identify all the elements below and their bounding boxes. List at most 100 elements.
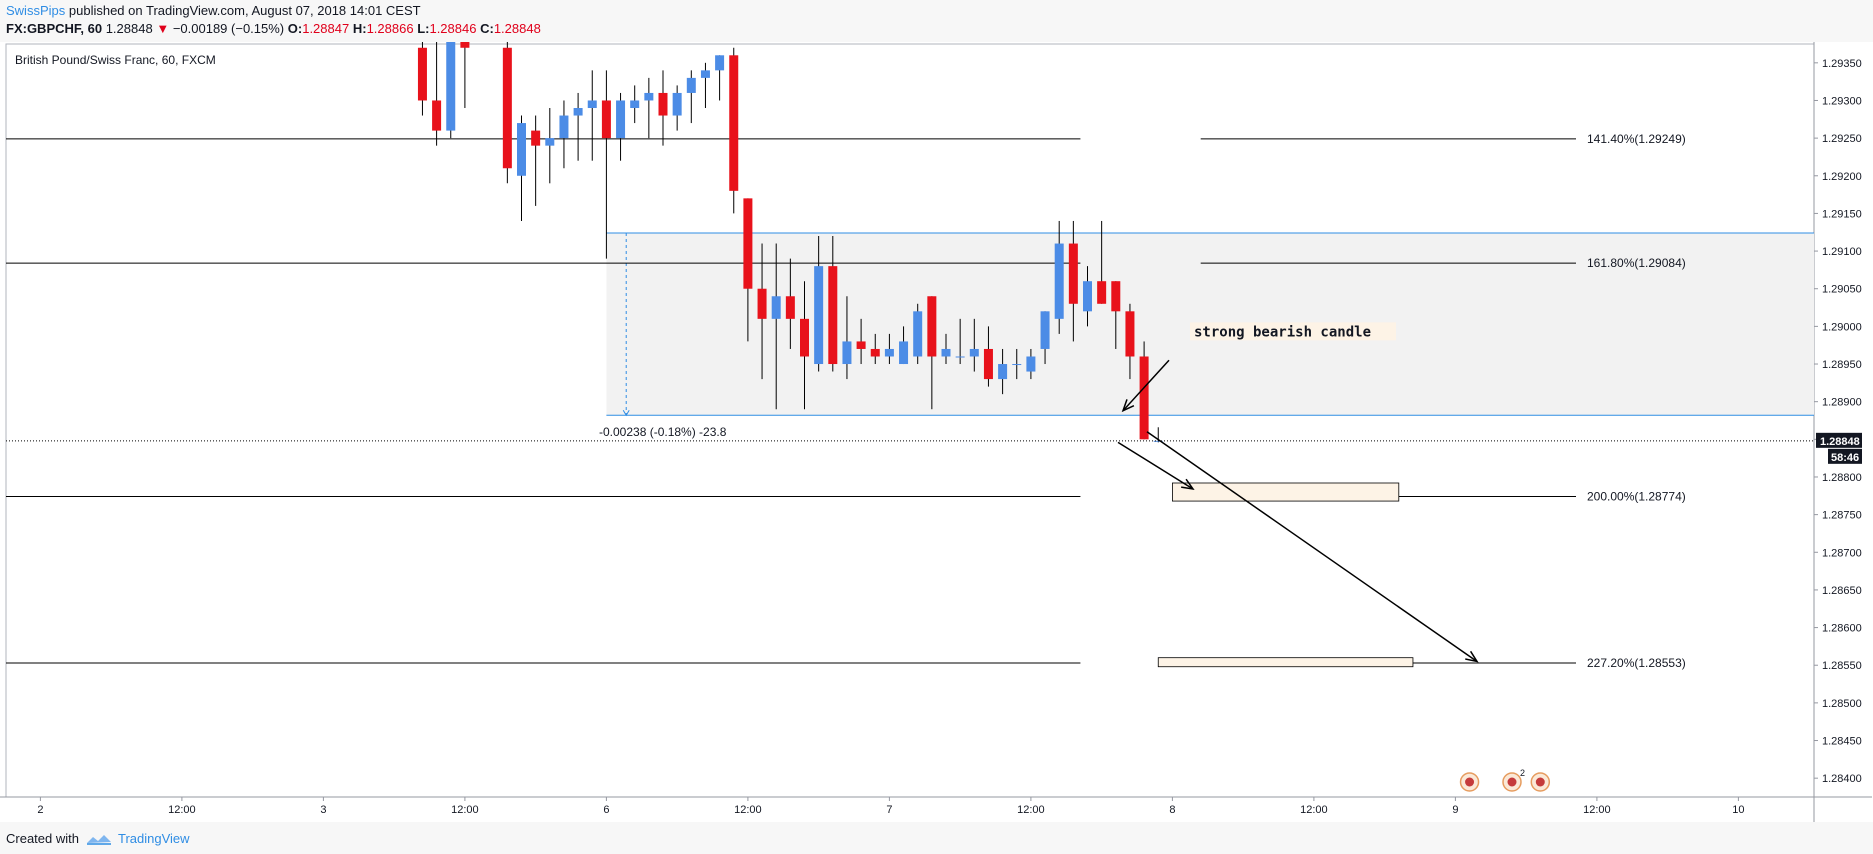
x-tick-label: 12:00	[451, 804, 479, 816]
candle-body	[545, 138, 555, 146]
open-value: 1.28847	[302, 21, 350, 36]
annotation-text: strong bearish candle	[1194, 324, 1371, 340]
x-tick-label: 2	[37, 804, 43, 816]
chart-canvas[interactable]: British Pound/Swiss Franc, 60, FXCM 141.4…	[0, 42, 1873, 822]
x-tick-label: 6	[603, 804, 609, 816]
y-tick-label: 1.29350	[1822, 58, 1862, 70]
y-tick-label: 1.29300	[1822, 95, 1862, 107]
flag-icon	[1465, 777, 1475, 787]
open-label: O:	[287, 21, 303, 36]
fib-level-label: 141.40%(1.29249)	[1587, 132, 1686, 146]
annotation-highlight	[1190, 322, 1396, 341]
annotation-arrow	[1122, 359, 1170, 412]
candle-body	[616, 100, 626, 139]
x-tick-label: 3	[320, 804, 326, 816]
candle-body	[913, 311, 923, 357]
last-price: 1.28848	[105, 21, 153, 36]
candle-body	[559, 115, 569, 139]
down-triangle-icon: ▼	[156, 21, 170, 36]
high-value: 1.28866	[366, 21, 414, 36]
y-tick-label: 1.28650	[1822, 585, 1862, 597]
target-box	[1172, 482, 1400, 502]
annotation-arrow-head	[1121, 399, 1135, 413]
candle-body	[1054, 243, 1064, 319]
candle-body	[1125, 311, 1135, 357]
candle-body	[1068, 243, 1078, 304]
candle-body	[417, 47, 427, 101]
y-tick-label: 1.29200	[1822, 171, 1862, 183]
candle-body	[955, 356, 965, 358]
tradingview-logo-icon[interactable]	[86, 833, 112, 845]
change-value: −0.00189 (−0.15%)	[172, 21, 285, 36]
y-tick-label: 1.29250	[1822, 133, 1862, 145]
low-value: 1.28846	[429, 21, 477, 36]
candle-body	[969, 348, 979, 357]
flag-icon	[1507, 777, 1517, 787]
y-tick-label: 1.28750	[1822, 510, 1862, 522]
target-arrow-1-head	[1181, 478, 1195, 491]
tradingview-link[interactable]: TradingView	[118, 831, 190, 846]
chart-header: SwissPips published on TradingView.com, …	[0, 0, 1873, 42]
range-arrow-icon	[622, 409, 630, 417]
candle-body	[1083, 281, 1092, 312]
target-arrow-1	[1117, 441, 1194, 490]
fib-level-label: 200.00%(1.28774)	[1587, 490, 1686, 504]
symbol-label[interactable]: FX:GBPCHF, 60	[6, 21, 103, 36]
y-tick-label: 1.29050	[1822, 284, 1862, 296]
candle-body	[1012, 364, 1022, 366]
candle-body	[715, 55, 725, 71]
candle-body	[601, 100, 611, 139]
candle-body	[884, 348, 894, 357]
y-tick-label: 1.29150	[1822, 208, 1862, 220]
candle-body	[1040, 311, 1050, 349]
x-tick-label: 12:00	[168, 804, 196, 816]
event-count-label: 2	[1520, 768, 1525, 778]
close-value: 1.28848	[493, 21, 541, 36]
countdown-label: 58:46	[1831, 452, 1859, 464]
candle-body	[446, 42, 456, 131]
publish-line: SwissPips published on TradingView.com, …	[6, 3, 421, 18]
y-tick-label: 1.28550	[1822, 660, 1862, 672]
candle-body	[800, 318, 809, 357]
candle-body	[630, 100, 640, 109]
published-text: published on TradingView.com, August 07,…	[68, 3, 421, 18]
measure-label: -0.00238 (-0.18%) -23.8	[599, 425, 727, 439]
candle-body	[785, 296, 795, 319]
candle-body	[757, 288, 767, 319]
candle-body	[686, 77, 696, 93]
y-tick-label: 1.28950	[1822, 359, 1862, 371]
candle-body	[531, 130, 541, 146]
candle-body	[828, 266, 838, 365]
candle-body	[771, 296, 781, 319]
candle-body	[814, 266, 824, 365]
candle-body	[1139, 356, 1149, 440]
flag-icon	[1535, 777, 1545, 787]
y-tick-label: 1.28450	[1822, 736, 1862, 748]
low-label: L:	[417, 21, 430, 36]
candle-body	[998, 364, 1008, 380]
created-with-text: Created with	[6, 831, 79, 846]
y-tick-label: 1.28900	[1822, 397, 1862, 409]
candle-body	[672, 92, 682, 116]
candle-body	[700, 70, 710, 78]
candle-body	[856, 341, 866, 349]
candle-body	[658, 92, 668, 116]
x-tick-label: 12:00	[1017, 804, 1045, 816]
candle-body	[502, 47, 512, 169]
candle-body	[927, 296, 937, 357]
plot-frame	[5, 43, 1815, 798]
candle-body	[1111, 281, 1121, 312]
x-tick-label: 12:00	[1300, 804, 1328, 816]
candle-body	[644, 92, 654, 101]
author-link[interactable]: SwissPips	[6, 3, 66, 18]
y-tick-label: 1.29100	[1822, 246, 1862, 258]
candle-body	[1026, 356, 1036, 372]
y-tick-label: 1.28400	[1822, 773, 1862, 785]
x-tick-label: 7	[886, 804, 892, 816]
close-label: C:	[480, 21, 494, 36]
y-tick-label: 1.28500	[1822, 698, 1862, 710]
y-tick-label: 1.28700	[1822, 547, 1862, 559]
y-tick-label: 1.28600	[1822, 623, 1862, 635]
fib-level-label: 161.80%(1.29084)	[1587, 256, 1686, 270]
candle-body	[743, 198, 753, 289]
